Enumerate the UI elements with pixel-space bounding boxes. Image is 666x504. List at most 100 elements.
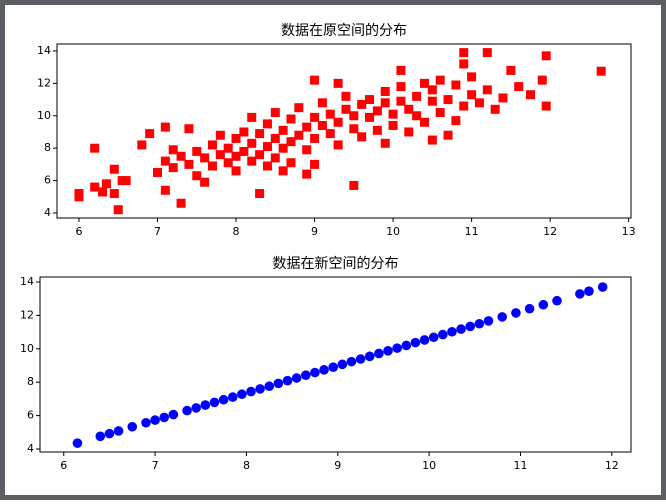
point [207,161,217,171]
point [419,117,429,127]
point [247,112,257,122]
point [113,426,124,436]
point [286,114,296,124]
point [262,119,272,129]
y-tick-label: 10 [20,342,34,355]
point [137,140,147,150]
point [200,177,210,187]
chart-title: 数据在原空间的分布 [281,23,407,39]
point [227,392,238,402]
point [427,135,437,145]
point [223,158,233,168]
point [372,125,382,135]
point [262,161,272,171]
point [483,316,494,326]
point [365,95,375,105]
point [482,48,492,58]
point [168,145,178,155]
point [541,101,551,111]
point [113,205,123,215]
canvas [5,5,661,495]
y-tick-label: 14 [37,44,51,57]
point [200,153,210,163]
point [392,343,402,353]
x-tick-label: 8 [243,459,250,472]
point [291,373,302,383]
point [160,156,170,166]
x-tick-label: 6 [75,225,82,238]
point [341,91,351,101]
point [262,142,272,152]
point [451,116,461,126]
point [310,159,320,169]
point [192,146,202,156]
point [192,171,202,181]
x-tick-label: 12 [605,459,619,472]
point [404,127,414,137]
point [255,129,265,139]
axes-frame [56,43,632,219]
y-tick-label: 4 [44,206,51,219]
point [215,130,225,140]
point [247,138,257,148]
point [380,138,390,148]
y-tick-label: 12 [20,308,34,321]
point [541,51,551,61]
point [121,176,131,186]
point [109,164,119,174]
point [310,133,320,143]
point [72,438,83,448]
point [286,158,296,168]
y-tick-label: 6 [44,174,51,187]
point [278,166,288,176]
point [490,104,500,114]
point [498,93,508,103]
point [459,101,469,111]
point [153,167,163,177]
point [459,48,469,58]
point [231,133,241,143]
x-tick-label: 7 [154,225,161,238]
point [412,111,422,121]
point [184,159,194,169]
point [317,98,327,108]
point [247,156,257,166]
point [282,375,293,386]
point [474,318,485,329]
point [482,85,492,95]
point [412,91,422,101]
point [150,415,160,425]
point [333,117,343,127]
point [328,362,339,372]
point [584,286,594,296]
point [246,386,256,397]
x-tick-label: 11 [513,459,527,472]
point [255,384,265,394]
point [357,132,367,142]
point [443,95,453,105]
point [270,108,280,118]
point [467,72,477,82]
point [575,289,585,299]
point [410,337,421,348]
point [388,120,398,130]
x-tick-label: 9 [334,459,341,472]
point [552,295,562,306]
chart-title: 数据在新空间的分布 [273,256,399,272]
y-tick-label: 12 [37,76,51,89]
point [355,354,366,364]
point [182,405,192,416]
y-tick-label: 10 [37,109,51,122]
point [168,409,179,420]
point [218,394,229,405]
point [237,389,247,400]
point [443,130,453,140]
x-tick-label: 7 [152,459,159,472]
point [465,321,476,332]
point [497,312,508,322]
point [333,140,343,150]
point [239,146,249,156]
point [286,137,296,147]
point [388,109,398,119]
point [207,140,217,150]
